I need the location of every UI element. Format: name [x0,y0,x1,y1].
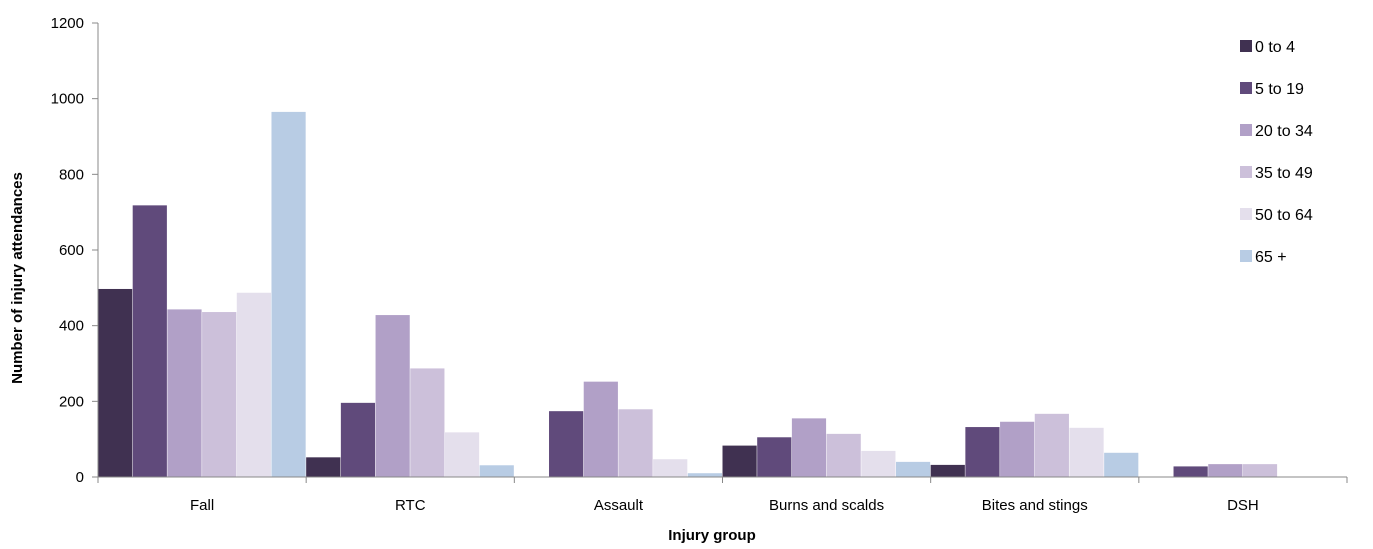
legend-swatch [1240,124,1252,136]
x-tick-label: Burns and scalds [769,497,884,514]
bar [306,457,341,477]
bar [757,437,792,477]
bar [687,473,722,477]
y-ticks: 0 200 400 600 800 1000 1200 [51,15,98,486]
bar [965,427,1000,477]
bar [861,450,896,477]
bars-layer [98,111,1278,478]
legend-label: 65 + [1255,249,1287,266]
bar [98,288,133,477]
legend-label: 5 to 19 [1255,81,1304,98]
bar [618,409,653,477]
y-tick-label: 0 [76,469,84,486]
legend-swatch [1240,82,1252,94]
x-tick-label: Fall [190,497,214,514]
x-tick-label: RTC [395,497,426,514]
legend-swatch [1240,40,1252,52]
bar [375,315,410,477]
bar [271,111,306,478]
bar [236,292,271,477]
y-tick-label: 400 [59,318,84,335]
legend-swatch [1240,166,1252,178]
bar [1034,413,1069,477]
x-axis-title: Injury group [668,527,756,544]
y-tick-label: 800 [59,166,84,183]
legend: 0 to 4 5 to 19 20 to 34 35 to 49 50 to 64 65 … [1240,39,1313,266]
bar [826,433,861,477]
legend-label: 35 to 49 [1255,165,1313,182]
x-tick-label: Bites and stings [982,497,1088,514]
bar [930,464,965,477]
bar [653,459,688,477]
x-tick-label: DSH [1227,497,1259,514]
bar [340,402,376,477]
bar [167,309,202,477]
y-axis-title: Number of injury attendances [9,172,26,384]
y-tick-label: 1000 [51,91,84,108]
legend-label: 20 to 34 [1255,123,1313,140]
bar [202,312,237,477]
bar [791,418,827,477]
x-ticks: Fall RTC Assault Burns and scalds Bites and … [97,477,1348,514]
bar [444,432,480,477]
bar [895,461,931,477]
bar [479,465,514,477]
bar [583,381,618,477]
bar [410,368,445,477]
x-tick-label: Assault [594,497,644,514]
legend-label: 50 to 64 [1255,207,1313,224]
bar [1000,421,1035,477]
bar [1173,466,1208,477]
y-tick-label: 600 [59,242,84,259]
bar [1104,452,1139,477]
bar [1208,464,1243,477]
bar [722,445,757,477]
legend-label: 0 to 4 [1255,39,1295,56]
y-tick-label: 1200 [51,15,84,32]
y-tick-label: 200 [59,393,84,410]
legend-swatch [1240,208,1252,220]
legend-swatch [1240,250,1252,262]
bar [1242,464,1278,477]
bar [132,205,167,477]
bar [1069,427,1104,477]
bar [549,411,584,477]
